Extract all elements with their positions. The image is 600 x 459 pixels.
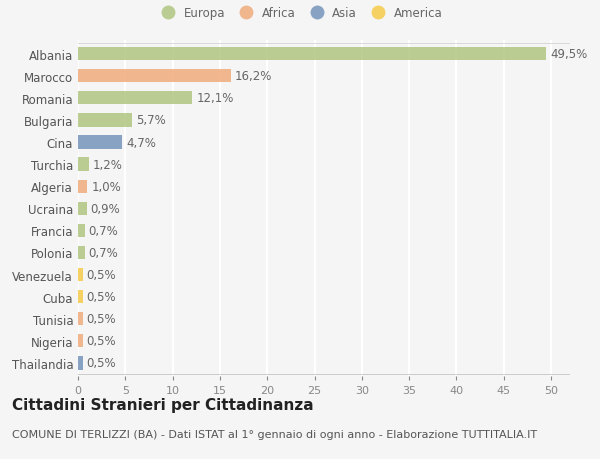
Bar xyxy=(78,269,83,281)
Text: 0,5%: 0,5% xyxy=(86,269,116,281)
Bar xyxy=(78,48,547,61)
Text: COMUNE DI TERLIZZI (BA) - Dati ISTAT al 1° gennaio di ogni anno - Elaborazione T: COMUNE DI TERLIZZI (BA) - Dati ISTAT al … xyxy=(12,429,537,439)
Text: 0,5%: 0,5% xyxy=(86,313,116,325)
Text: 0,5%: 0,5% xyxy=(86,357,116,369)
Legend: Europa, Africa, Asia, America: Europa, Africa, Asia, America xyxy=(157,7,442,20)
Text: 0,9%: 0,9% xyxy=(90,202,120,215)
Text: Cittadini Stranieri per Cittadinanza: Cittadini Stranieri per Cittadinanza xyxy=(12,397,314,412)
Bar xyxy=(78,136,122,149)
Text: 5,7%: 5,7% xyxy=(136,114,166,127)
Bar xyxy=(78,313,83,326)
Text: 4,7%: 4,7% xyxy=(126,136,156,149)
Bar xyxy=(78,158,89,171)
Bar xyxy=(78,357,83,370)
Bar xyxy=(78,114,132,127)
Text: 1,2%: 1,2% xyxy=(93,158,123,171)
Bar xyxy=(78,335,83,348)
Text: 1,0%: 1,0% xyxy=(91,180,121,193)
Bar xyxy=(78,291,83,304)
Bar xyxy=(78,224,85,237)
Text: 0,5%: 0,5% xyxy=(86,291,116,303)
Bar xyxy=(78,180,88,193)
Text: 0,7%: 0,7% xyxy=(88,224,118,237)
Text: 16,2%: 16,2% xyxy=(235,70,272,83)
Text: 49,5%: 49,5% xyxy=(550,48,587,61)
Bar xyxy=(78,92,193,105)
Text: 0,7%: 0,7% xyxy=(88,246,118,259)
Bar xyxy=(78,246,85,259)
Bar xyxy=(78,70,231,83)
Bar xyxy=(78,202,86,215)
Text: 12,1%: 12,1% xyxy=(196,92,233,105)
Text: 0,5%: 0,5% xyxy=(86,335,116,347)
